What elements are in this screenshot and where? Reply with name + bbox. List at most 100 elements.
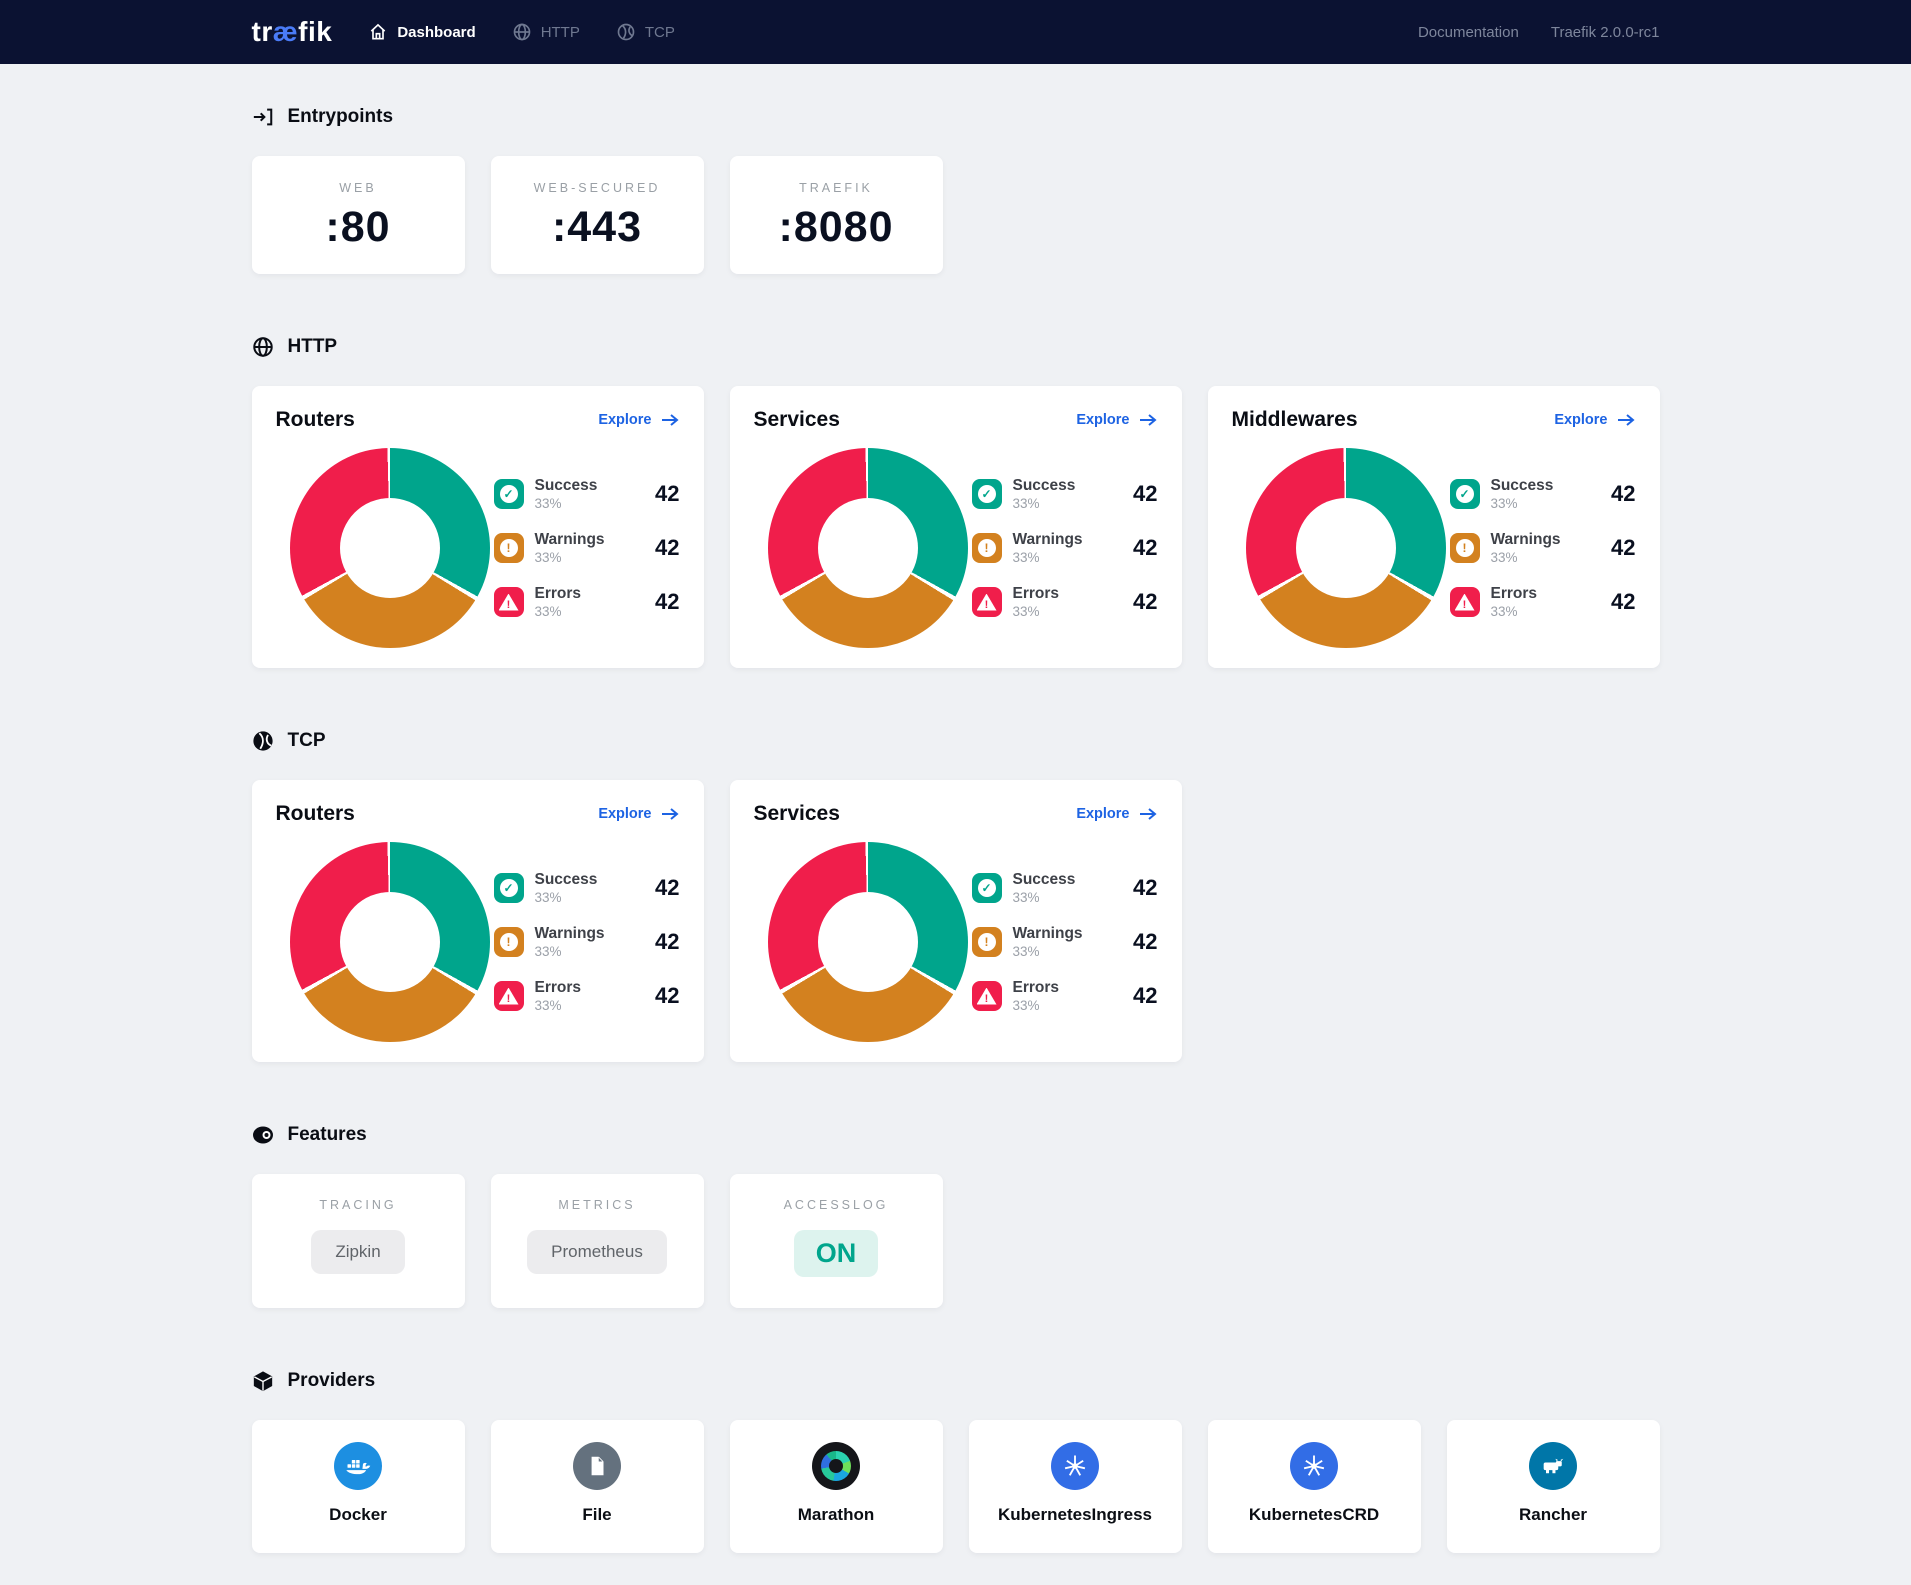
- section-providers: Providers Docker: [251, 1370, 1660, 1553]
- entrypoint-label: WEB: [339, 181, 377, 195]
- legend-label: Warnings: [1012, 925, 1083, 942]
- legend-value: 42: [1611, 535, 1636, 560]
- error-icon: [493, 587, 524, 617]
- logo-text-post: fik: [298, 16, 333, 47]
- legend-percent: 33%: [1012, 604, 1040, 619]
- nav-version: Traefik 2.0.0-rc1: [1550, 23, 1660, 41]
- success-icon: [493, 873, 524, 903]
- feature-card-metrics: METRICS Prometheus: [490, 1174, 704, 1308]
- legend-value: 42: [655, 983, 680, 1008]
- legend-percent: 33%: [1012, 550, 1040, 565]
- donut-chart: [289, 448, 490, 648]
- entrypoint-label: WEB-SECURED: [533, 181, 661, 195]
- entrypoint-port: :443: [551, 203, 643, 251]
- feature-value-badge: Zipkin: [311, 1230, 405, 1274]
- explore-link[interactable]: Explore: [1076, 806, 1157, 822]
- legend-row-success: Success 33% 42: [1449, 477, 1636, 511]
- nav-dashboard[interactable]: Dashboard: [368, 22, 476, 42]
- legend-value: 42: [655, 875, 680, 900]
- traefik-logo[interactable]: træfik: [252, 16, 333, 48]
- legend-percent: 33%: [1012, 944, 1040, 959]
- section-http: HTTP Routers Explore: [251, 336, 1660, 668]
- legend-percent: 33%: [1012, 998, 1040, 1013]
- legend-value: 42: [1611, 589, 1636, 614]
- donut-chart: [767, 448, 968, 648]
- section-title-entrypoints: Entrypoints: [287, 106, 394, 127]
- error-icon: [1449, 587, 1480, 617]
- docker-icon: [334, 1442, 382, 1490]
- cube-icon: [252, 1370, 274, 1392]
- section-tcp: TCP Routers Explore: [251, 730, 1660, 1062]
- legend-label: Success: [534, 871, 598, 888]
- nav-http[interactable]: HTTP: [512, 22, 580, 42]
- explore-link[interactable]: Explore: [1076, 412, 1157, 428]
- explore-link[interactable]: Explore: [1554, 412, 1635, 428]
- tcp-services-card: Services Explore Success: [729, 780, 1182, 1062]
- donut-chart: [767, 842, 968, 1042]
- legend-label: Success: [534, 477, 598, 494]
- entrypoint-card-traefik: TRAEFIK :8080: [729, 156, 943, 274]
- legend-percent: 33%: [534, 890, 562, 905]
- navbar: træfik Dashboard HTTP TCP: [0, 0, 1911, 64]
- legend-row-success: Success 33% 42: [493, 871, 680, 905]
- home-icon: [368, 22, 388, 42]
- globe-icon: [252, 336, 274, 358]
- provider-name: Marathon: [797, 1505, 875, 1524]
- card-title: Routers: [275, 802, 355, 825]
- entrypoint-port: :80: [325, 203, 391, 251]
- legend-label: Warnings: [534, 531, 605, 548]
- tcp-ball-icon: [252, 730, 274, 752]
- explore-label: Explore: [1076, 806, 1130, 822]
- feature-card-tracing: TRACING Zipkin: [251, 1174, 465, 1308]
- feature-value-badge: Prometheus: [527, 1230, 667, 1274]
- entrypoint-card-web: WEB :80: [251, 156, 465, 274]
- legend-value: 42: [1133, 481, 1158, 506]
- legend-percent: 33%: [534, 604, 562, 619]
- section-title-http: HTTP: [287, 336, 338, 357]
- section-title-providers: Providers: [287, 1370, 376, 1391]
- provider-card-kubernetes-crd: KubernetesCRD: [1207, 1420, 1421, 1553]
- logo-text-pre: tr: [251, 16, 273, 47]
- legend-label: Warnings: [534, 925, 605, 942]
- arrow-right-icon: [660, 807, 680, 821]
- nav-tcp[interactable]: TCP: [616, 22, 675, 42]
- legend-percent: 33%: [1490, 496, 1518, 511]
- legend-label: Errors: [1012, 585, 1060, 602]
- legend-row-errors: Errors 33% 42: [971, 979, 1158, 1013]
- legend-value: 42: [655, 535, 680, 560]
- legend-value: 42: [1133, 983, 1158, 1008]
- legend-percent: 33%: [1012, 496, 1040, 511]
- legend-row-success: Success 33% 42: [493, 477, 680, 511]
- legend-percent: 33%: [534, 550, 562, 565]
- kubernetes-icon: [1051, 1442, 1099, 1490]
- legend-label: Errors: [1490, 585, 1538, 602]
- explore-link[interactable]: Explore: [598, 806, 679, 822]
- legend-row-errors: Errors 33% 42: [1449, 585, 1636, 619]
- legend-label: Errors: [534, 979, 582, 996]
- explore-link[interactable]: Explore: [598, 412, 679, 428]
- legend-value: 42: [1133, 535, 1158, 560]
- feature-label: TRACING: [319, 1198, 397, 1212]
- arrow-right-icon: [1616, 413, 1636, 427]
- http-services-card: Services Explore Success: [729, 386, 1182, 668]
- provider-card-rancher: Rancher: [1446, 1420, 1660, 1553]
- card-title: Services: [753, 408, 840, 431]
- provider-card-marathon: Marathon: [729, 1420, 943, 1553]
- legend-value: 42: [1611, 481, 1636, 506]
- legend-row-warnings: Warnings 33% 42: [971, 531, 1158, 565]
- legend-label: Errors: [534, 585, 582, 602]
- http-routers-card: Routers Explore Success: [251, 386, 704, 668]
- entrypoints-login-icon: [252, 106, 274, 128]
- success-icon: [971, 479, 1002, 509]
- provider-name: Rancher: [1518, 1505, 1588, 1524]
- nav-documentation-link[interactable]: Documentation: [1417, 23, 1519, 41]
- warning-icon: [493, 533, 524, 563]
- legend-label: Success: [1012, 871, 1076, 888]
- legend-value: 42: [655, 929, 680, 954]
- legend-value: 42: [1133, 929, 1158, 954]
- card-title: Routers: [275, 408, 355, 431]
- provider-name: File: [582, 1505, 612, 1524]
- provider-card-file: File: [490, 1420, 704, 1553]
- section-title-features: Features: [287, 1124, 367, 1145]
- rancher-icon: [1529, 1442, 1577, 1490]
